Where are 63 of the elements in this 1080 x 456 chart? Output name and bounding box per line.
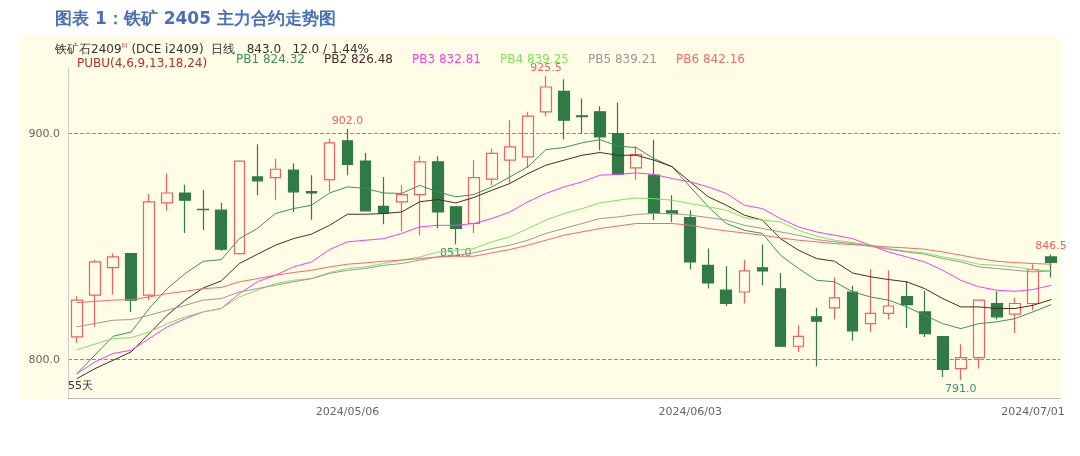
candlestick — [918, 290, 932, 338]
candlestick — [377, 176, 390, 225]
chart-title: 图表 1：铁矿 2405 主力合约走势图 — [55, 7, 336, 28]
candlestick — [701, 248, 715, 290]
annotation: 55天 — [68, 379, 93, 392]
candlestick — [233, 160, 246, 256]
candlestick — [124, 252, 138, 313]
candlestick — [557, 78, 571, 140]
candlestick — [647, 139, 661, 221]
candlestick — [738, 259, 751, 305]
candlestick — [287, 163, 300, 213]
candlestick — [485, 147, 499, 186]
y-tick-label: 900.0 — [28, 127, 60, 141]
candlestick — [323, 137, 336, 193]
candlestick — [539, 75, 553, 117]
candlestick — [1044, 253, 1058, 279]
candlestick — [575, 97, 589, 135]
text: PB1 824.32 — [236, 52, 305, 66]
candlestick — [269, 158, 282, 201]
candlestick — [629, 145, 643, 181]
text: PB5 839.21 — [588, 52, 657, 66]
candlestick — [882, 269, 895, 321]
candlestick — [359, 152, 372, 213]
candlestick — [467, 159, 481, 234]
x-tick-label: 2024/06/03 — [658, 405, 722, 418]
candlestick — [774, 272, 787, 348]
x-tick-label: 2024/05/06 — [315, 405, 380, 418]
legend-title: PUBU(4,6,9,13,18,24) — [77, 56, 208, 70]
candlestick — [719, 265, 733, 307]
candlestick — [900, 280, 914, 329]
candlestick — [431, 155, 445, 230]
candlestick — [756, 243, 769, 286]
candlestick — [936, 335, 950, 378]
annotation: 902.0 — [331, 114, 364, 128]
annotation: 851.0 — [440, 246, 472, 260]
candlestick — [828, 276, 841, 321]
candlestick — [178, 184, 192, 234]
y-tick-label: 800.0 — [28, 353, 60, 367]
candlestick — [160, 172, 174, 212]
candlestick — [864, 268, 877, 333]
candlestick — [196, 189, 210, 231]
text: PB3 832.81 — [412, 52, 481, 66]
text: PB2 826.48 — [324, 52, 393, 66]
candlestick — [611, 101, 625, 176]
candlestick — [449, 206, 463, 245]
candlestick — [395, 184, 409, 232]
candlestick — [683, 209, 697, 271]
annotation: 791.0 — [945, 381, 977, 395]
candlestick — [1008, 297, 1022, 334]
x-tick-label: 2024/07/01 — [1001, 405, 1065, 418]
candlestick — [251, 143, 264, 196]
candlestick — [990, 290, 1004, 321]
candlestick — [214, 202, 228, 252]
candlestick — [413, 155, 427, 236]
candlestick — [846, 285, 859, 342]
candlestick — [593, 105, 607, 151]
candlestick — [305, 174, 318, 221]
candlestick — [341, 128, 354, 176]
annotation: 846.5 — [1035, 239, 1067, 253]
text: PB6 842.16 — [676, 52, 745, 66]
candlestick — [810, 307, 823, 367]
candlestick — [792, 324, 805, 353]
candlestick — [106, 252, 120, 296]
